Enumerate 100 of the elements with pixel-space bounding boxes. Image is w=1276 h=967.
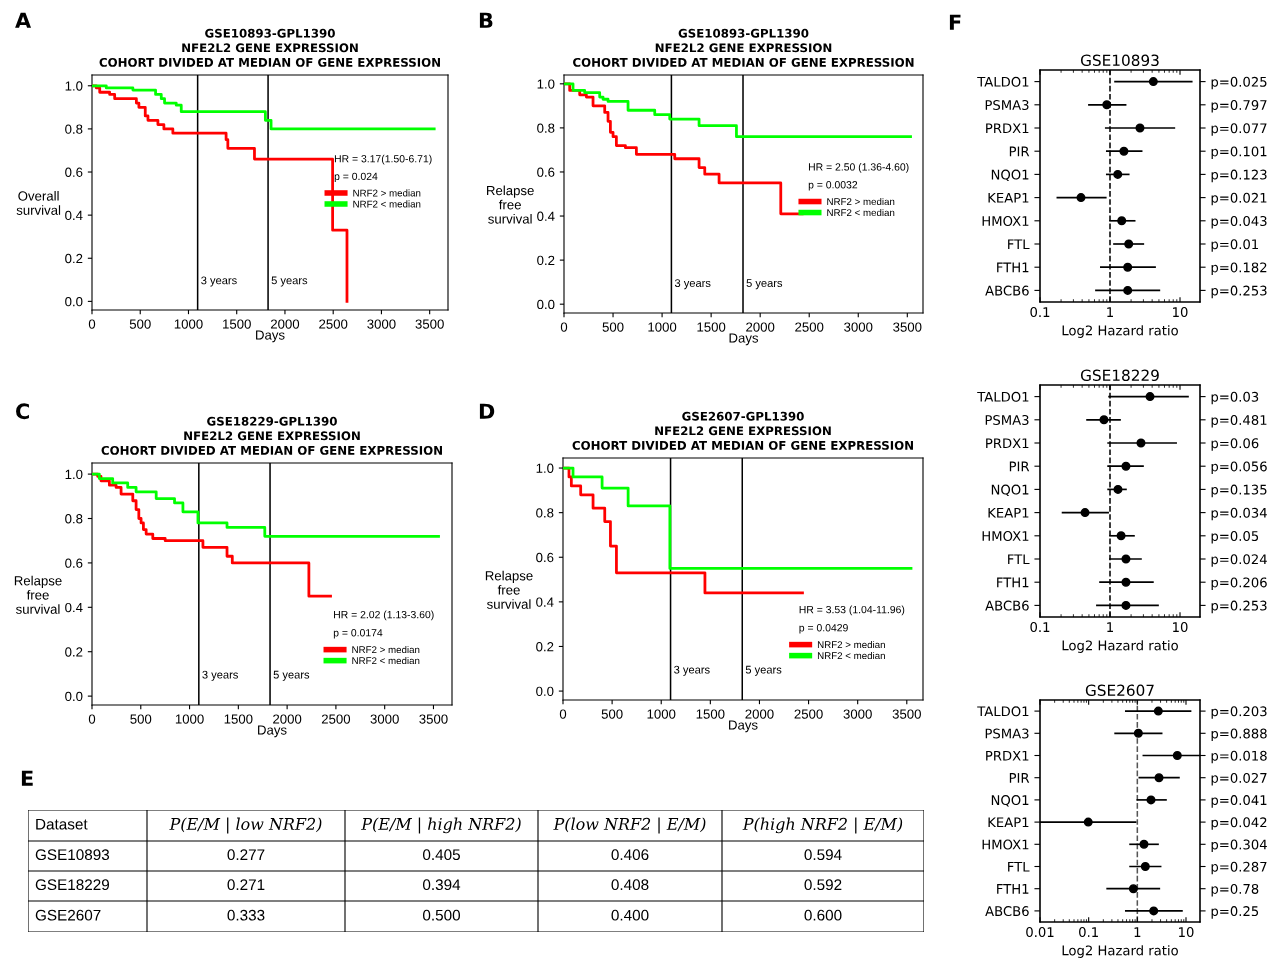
x-tick-label: 500 [601, 709, 623, 719]
y2-tick-label: p=0.024 [1211, 554, 1267, 567]
y2-tick-label: p=0.06 [1211, 438, 1259, 451]
ref-line-label: 3 years [674, 665, 710, 676]
y-tick-label: PIR [1009, 773, 1030, 783]
y-tick-label: PRDX1 [986, 750, 1029, 761]
y2-tick-label: p=0.077 [1211, 123, 1267, 136]
y2-tick-label: p=0.034 [1211, 507, 1267, 521]
y-axis-title: Relapse free survival [485, 570, 533, 609]
chart-title: GSE2607 [1085, 684, 1154, 697]
annotation: p = 0.024 [334, 172, 378, 183]
point [1139, 839, 1149, 849]
x-tick-label: 10 [1179, 927, 1194, 938]
annotation: HR = 3.53 (1.04-11.96) [799, 605, 905, 616]
y-tick-label: HMOX1 [982, 216, 1029, 226]
y-tick-label: NQO1 [991, 795, 1029, 807]
annotation: p = 0.0032 [808, 181, 858, 191]
text: E [21, 770, 33, 786]
x-tick-label: 0.1 [1030, 622, 1050, 633]
y2-tick-label: p=0.05 [1211, 531, 1259, 544]
y-tick-label: 1.0 [65, 81, 83, 91]
y-tick-label: ABCB6 [985, 600, 1029, 611]
x-tick-label: 1000 [648, 322, 677, 332]
y-tick-label: HMOX1 [982, 531, 1029, 541]
x-tick-label: 3500 [893, 322, 922, 332]
y-axis-title: Overall survival [16, 190, 61, 215]
y2-tick-label: p=0.888 [1211, 728, 1267, 742]
legend-label: NRF2 > median [817, 640, 885, 649]
ref-line-label: 3 years [674, 279, 711, 290]
x-axis-title: Log2 Hazard ratio [1062, 640, 1178, 653]
y2-tick-label: p=0.101 [1211, 146, 1267, 159]
y-tick-label: FTH1 [997, 577, 1029, 588]
y-tick-label: ABCB6 [985, 285, 1029, 296]
x-tick-label: 3000 [367, 319, 396, 329]
x-tick-label: 0 [88, 714, 96, 724]
legend-label: NRF2 > median [353, 189, 421, 197]
x-tick-label: 3500 [419, 714, 448, 724]
y2-tick-label: p=0.797 [1211, 100, 1267, 113]
y-tick-label: FTL [1008, 239, 1030, 250]
text: C [16, 403, 29, 420]
y-tick-label: TALDO1 [977, 391, 1029, 402]
point [1121, 600, 1131, 610]
x-axis-title: Days [256, 330, 285, 343]
y-tick-label: GSE2607 [35, 909, 101, 921]
x-axis-title: Days [729, 720, 758, 733]
point [1113, 169, 1123, 179]
chart-title: GSE10893 [1080, 54, 1159, 67]
y2-tick-label: p=0.123 [1211, 169, 1267, 183]
y-axis-title: Relapse free survival [14, 575, 62, 614]
x-tick-label: 3000 [370, 714, 399, 724]
x-tick-label: 3500 [415, 319, 444, 329]
x-tick-label: 2500 [321, 714, 351, 724]
point [1119, 146, 1129, 156]
x-axis-title: Days [258, 725, 287, 738]
point [1121, 554, 1131, 564]
ref-line-label: 5 years [746, 279, 783, 290]
y2-tick-label: p=0.027 [1211, 772, 1267, 786]
y-tick-label: 1.0 [536, 463, 554, 473]
chart-title: GSE18229 [1080, 369, 1159, 382]
x-axis-title: Log2 Hazard ratio [1062, 945, 1178, 958]
x-tick-label: 3000 [844, 322, 873, 332]
y-tick-label: HMOX1 [982, 839, 1029, 850]
y-tick-label: PIR [1009, 461, 1030, 472]
ref-line-label: 5 years [273, 670, 310, 681]
y-tick-label: KEAP1 [988, 507, 1029, 518]
x-tick-label: 0.1 [1030, 307, 1050, 318]
y2-tick-label: p=0.206 [1211, 577, 1267, 590]
point [1146, 795, 1156, 805]
y2-tick-label: p=0.025 [1211, 76, 1267, 90]
data-label: 0.594 [804, 849, 842, 861]
y-tick-label: 0.0 [65, 691, 83, 702]
text: F [949, 14, 961, 30]
y-tick-label: FTH1 [997, 262, 1029, 273]
ref-line-label: 5 years [745, 665, 782, 676]
x-tick-label: 10 [1173, 307, 1188, 318]
y-tick-label: 0.8 [65, 124, 83, 134]
x-tick-label: 2000 [273, 714, 302, 724]
x-tick-label: 0 [559, 709, 567, 719]
point [1154, 773, 1164, 783]
data-label: 0.333 [227, 909, 265, 921]
x-tick-label: P(E/M | high NRF2) [361, 817, 521, 834]
x-tick-label: 2500 [319, 319, 348, 329]
annotation: HR = 2.02 (1.13-3.60) [334, 610, 434, 621]
y2-tick-label: p=0.78 [1211, 883, 1259, 897]
y-tick-label: PRDX1 [986, 438, 1029, 449]
x-tick-label: 3500 [892, 709, 921, 719]
y-tick-label: TALDO1 [977, 76, 1029, 87]
y-tick-label: 0.0 [536, 686, 554, 696]
data-label: 0.592 [804, 879, 842, 891]
point [1121, 577, 1131, 587]
x-tick-label: 1500 [223, 319, 251, 329]
y2-tick-label: p=0.182 [1211, 262, 1267, 275]
annotation: HR = 2.50 (1.36-4.60) [808, 162, 909, 173]
data-label: 0.277 [227, 849, 265, 861]
x-tick-label: 0.1 [1079, 927, 1098, 938]
y-tick-label: 0.2 [65, 647, 83, 657]
ref-line-label: 5 years [271, 276, 308, 287]
y-tick-label: NQO1 [991, 169, 1029, 182]
x-axis-title: Log2 Hazard ratio [1062, 325, 1178, 338]
text: D [479, 403, 495, 419]
